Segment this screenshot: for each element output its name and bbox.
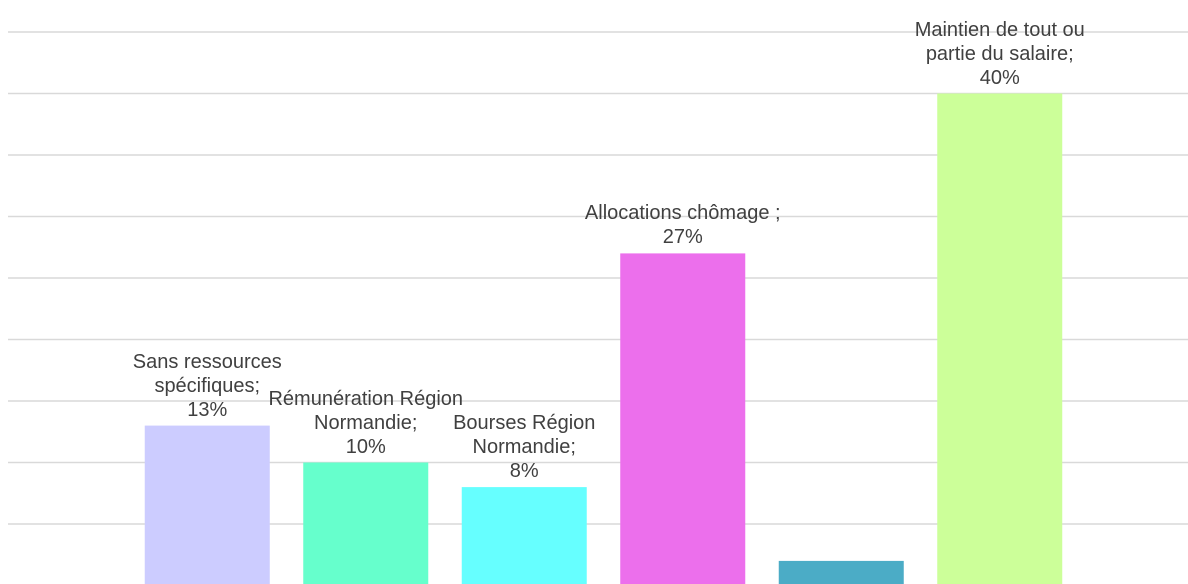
bar	[778, 560, 904, 584]
data-label: Allocations chômage ; 27%	[553, 201, 813, 249]
category-label: Rémunération Région Normandie;	[268, 387, 464, 434]
bar	[303, 462, 429, 584]
value-label: 8%	[509, 460, 539, 483]
data-label: Maintien de tout ou partie du salaire; 40…	[900, 18, 1100, 90]
value-label: 27%	[662, 226, 703, 249]
category-label: Allocations chômage ;	[584, 202, 781, 225]
bar	[620, 253, 746, 584]
data-label: Rémunération Région Normandie; 10%	[246, 387, 486, 459]
bar	[461, 487, 587, 584]
value-label: 10%	[345, 435, 386, 458]
data-label: Sans ressources spécifiques; 13%	[122, 350, 292, 422]
bar	[144, 425, 270, 584]
value-label: 13%	[187, 398, 228, 421]
value-label: 40%	[979, 66, 1020, 89]
category-label: Bourses Région Normandie;	[453, 412, 596, 459]
category-label: Sans ressources spécifiques;	[132, 350, 282, 397]
category-label: Maintien de tout ou partie du salaire;	[914, 18, 1085, 65]
data-label: Bourses Région Normandie; 8%	[429, 411, 619, 483]
bar	[937, 93, 1063, 584]
